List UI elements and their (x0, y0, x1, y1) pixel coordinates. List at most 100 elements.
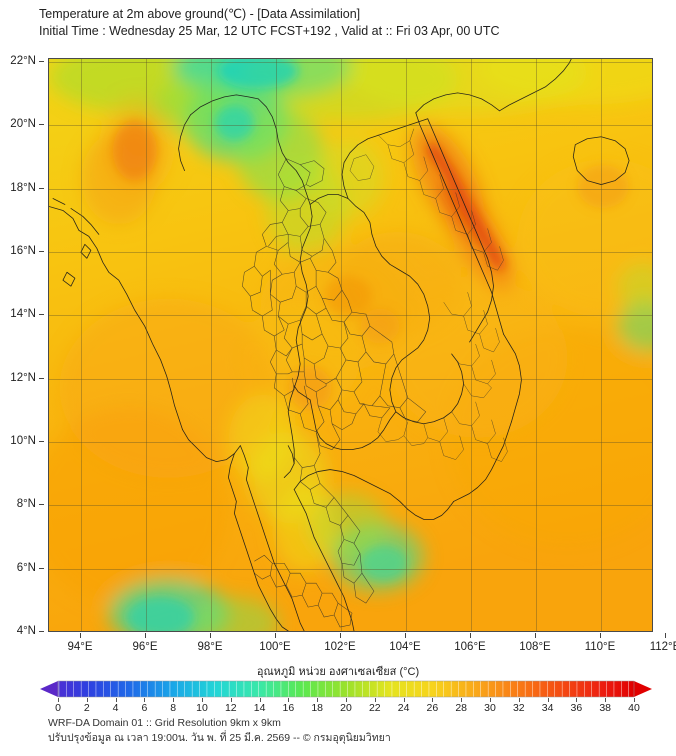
colorbar-label-10: 10 (196, 702, 208, 714)
update-credit-line: ปรับปรุงข้อมูล ณ เวลา 19:00น. วัน พ. ที่… (48, 732, 391, 744)
colorbar-tick-8 (173, 698, 175, 702)
colorbar-label-36: 36 (570, 702, 583, 714)
axis-label-lon-104: 104°E (389, 641, 421, 653)
axis-label-lon-102: 102°E (324, 641, 356, 653)
colorbar-label-28: 28 (455, 702, 468, 714)
colorbar-label-2: 2 (83, 702, 90, 714)
colorbar-label-12: 12 (224, 702, 237, 714)
gridline-lat-12 (49, 379, 652, 380)
tick-lon-108 (535, 633, 536, 638)
colorbar-label-0: 0 (55, 702, 61, 714)
colorbar-tick-26 (432, 698, 434, 702)
colorbar-label-4: 4 (112, 702, 119, 714)
gridline-lon-100 (276, 59, 277, 631)
colorbar-tick-6 (144, 698, 146, 702)
gridline-lon-108 (536, 59, 537, 631)
colorbar-tick-12 (230, 698, 232, 702)
temperature-map[interactable] (48, 58, 653, 632)
colorbar-tick-0 (58, 698, 59, 702)
axis-label-lat-8: 8°N (16, 498, 36, 510)
colorbar-label-14: 14 (253, 702, 266, 714)
gridline-lon-96 (146, 59, 147, 631)
colorbar-tick-4 (115, 698, 117, 702)
colorbar-label-40: 40 (628, 702, 640, 714)
tick-lat-18 (39, 188, 44, 189)
axis-label-lat-4: 4°N (16, 625, 36, 637)
colorbar-tick-20 (346, 698, 347, 702)
axis-label-lat-16: 16°N (10, 245, 36, 257)
colorbar-label-38: 38 (599, 702, 612, 714)
colorbar-label-22: 22 (368, 702, 381, 714)
axis-label-lon-100: 100°E (259, 641, 291, 653)
axis-label-lat-10: 10°N (10, 435, 36, 447)
colorbar-tick-16 (288, 698, 290, 702)
tick-lon-100 (275, 633, 276, 638)
tick-lat-4 (39, 631, 44, 632)
gridline-lon-98 (211, 59, 212, 631)
page-title: Temperature at 2m above ground(℃) - [Dat… (39, 7, 361, 21)
colorbar-label-18: 18 (311, 702, 324, 714)
colorbar-tick-34 (547, 698, 549, 702)
tick-lon-98 (210, 633, 211, 638)
colorbar-label-34: 34 (541, 702, 554, 714)
gridline-lat-22 (49, 62, 652, 63)
tick-lat-16 (39, 251, 44, 252)
map-frame (48, 58, 653, 632)
colorbar-tick-36 (576, 698, 578, 702)
colorbar[interactable]: 0 2 4 6 8 10 12 14 16 18 20 22 24 26 28 … (0, 678, 676, 714)
gridline-lon-94 (81, 59, 82, 631)
colorbar-tick-22 (374, 698, 376, 702)
gridline-lon-106 (471, 59, 472, 631)
tick-lon-96 (145, 633, 146, 638)
gridline-lon-110 (601, 59, 602, 631)
tick-lon-102 (340, 633, 341, 638)
colorbar-label-16: 16 (282, 702, 295, 714)
colorbar-label-30: 30 (484, 702, 496, 714)
colorbar-tick-38 (605, 698, 607, 702)
gridline-lon-102 (341, 59, 342, 631)
axis-label-lat-22: 22°N (10, 55, 36, 67)
tick-lon-110 (600, 633, 601, 638)
temperature-field (49, 59, 652, 631)
tick-lon-112 (665, 633, 666, 638)
tick-lat-12 (39, 378, 44, 379)
tick-lon-104 (405, 633, 406, 638)
colorbar-tick-2 (86, 698, 88, 702)
colorbar-tick-10 (202, 698, 203, 702)
gridline-lat-10 (49, 442, 652, 443)
colorbar-label-32: 32 (512, 702, 525, 714)
colorbar-tick-40 (634, 698, 635, 702)
axis-label-lat-14: 14°N (10, 308, 36, 320)
colorbar-label-20: 20 (340, 702, 352, 714)
axis-label-lon-98: 98°E (197, 641, 223, 653)
footer: WRF-DA Domain 01 :: Grid Resolution 9km … (48, 716, 648, 746)
axis-label-lat-20: 20°N (10, 118, 36, 130)
gridline-lat-14 (49, 315, 652, 316)
tick-lat-22 (39, 61, 44, 62)
colorbar-tick-28 (461, 698, 463, 702)
title-block: Temperature at 2m above ground(℃) - [Dat… (39, 6, 659, 40)
gridline-lat-6 (49, 569, 652, 570)
gridline-lon-104 (406, 59, 407, 631)
latitude-axis: 22°N 20°N 18°N 16°N 14°N 12°N 10°N 8°N 6… (0, 55, 44, 637)
tick-lat-14 (39, 314, 44, 315)
axis-label-lon-108: 108°E (519, 641, 551, 653)
axis-label-lat-6: 6°N (16, 562, 36, 574)
forecast-validity-line: Initial Time : Wednesday 25 Mar, 12 UTC … (39, 24, 500, 38)
colorbar-tick-30 (490, 698, 491, 702)
axis-label-lon-94: 94°E (67, 641, 93, 653)
axis-label-lat-18: 18°N (10, 182, 36, 194)
gridline-lat-20 (49, 125, 652, 126)
longitude-axis: 94°E 96°E 98°E 100°E 102°E 104°E 106°E 1… (48, 633, 676, 655)
colorbar-label-8: 8 (170, 702, 177, 714)
axis-label-lon-106: 106°E (454, 641, 486, 653)
model-info-line: WRF-DA Domain 01 :: Grid Resolution 9km … (48, 717, 281, 729)
gridline-lat-16 (49, 252, 652, 253)
colorbar-tick-14 (259, 698, 261, 702)
tick-lat-8 (39, 504, 44, 505)
colorbar-tick-32 (518, 698, 520, 702)
axis-label-lon-110: 110°E (584, 641, 616, 653)
colorbar-title: อุณหภูมิ หน่วย องศาเซลเซียส (°C) (256, 666, 420, 678)
gridline-lat-18 (49, 189, 652, 190)
gridline-lat-8 (49, 505, 652, 506)
